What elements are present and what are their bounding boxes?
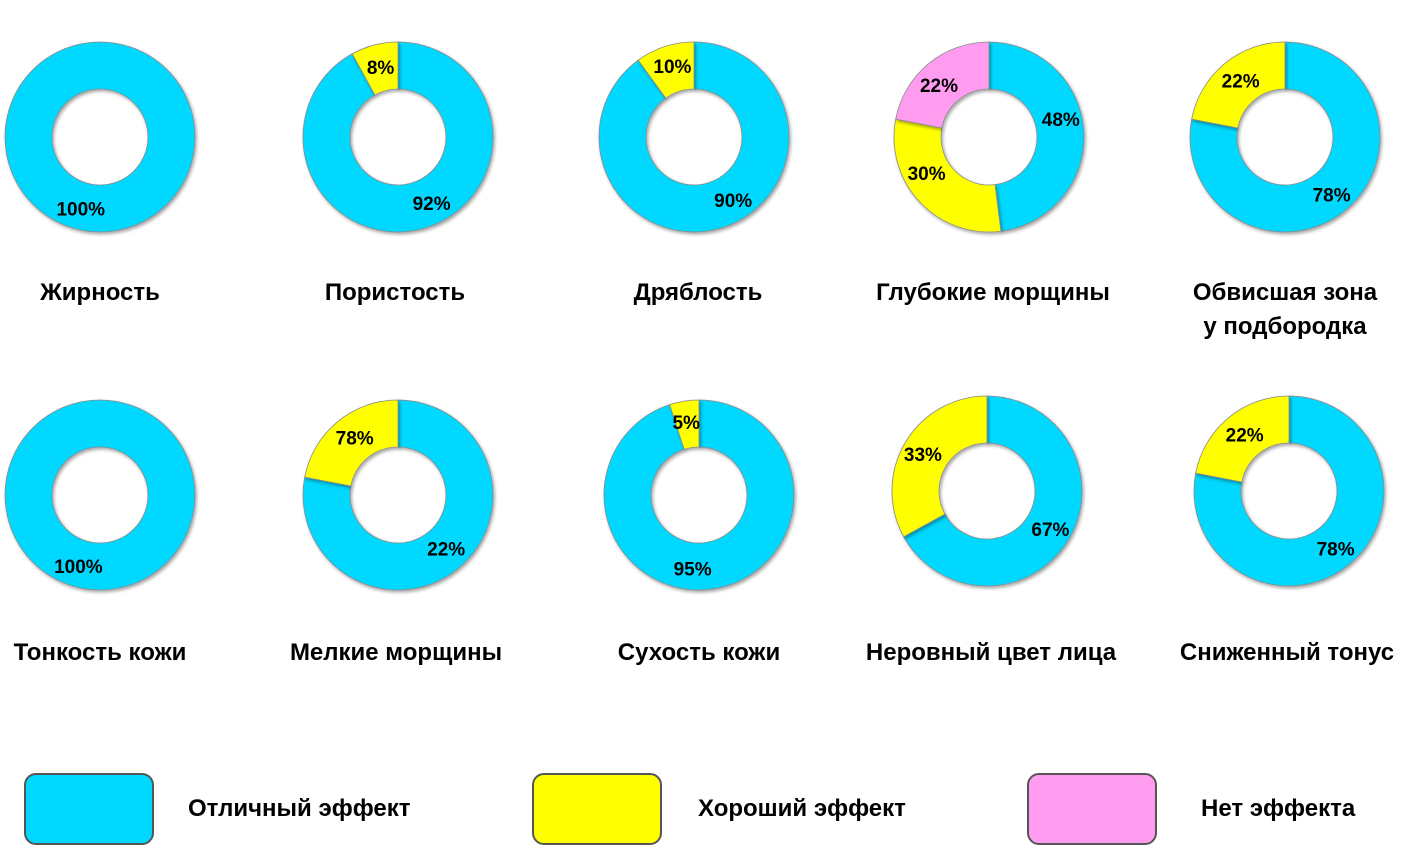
legend-swatch-good xyxy=(532,773,662,845)
donut-data-label: 95% xyxy=(674,560,712,581)
donut-slice-excellent xyxy=(302,399,494,591)
chart-title-obvisshaya-zona: Обвисшая зона у подбородка xyxy=(1145,276,1404,344)
chart-title-melkie-morshchiny: Мелкие морщины xyxy=(289,639,503,666)
chart-title-tonkost-kozhi: Тонкость кожи xyxy=(13,639,187,666)
chart-title-snizhennyi-tonus: Сниженный тонус xyxy=(1179,639,1395,666)
chart-title-zhirnost: Жирность xyxy=(40,279,160,306)
donut-slice-good xyxy=(351,41,399,96)
donut-slice-good xyxy=(637,41,695,99)
donut-chart-7: 22% 78% xyxy=(302,399,494,591)
chart-title-obvisshaya-zona-line-1: Обвисшая зона xyxy=(1192,279,1378,306)
donut-slice-excellent xyxy=(603,399,795,591)
donut-chart-8: 95% 5% xyxy=(603,399,795,591)
donut-slice-good xyxy=(1191,41,1286,129)
donut-slice-good xyxy=(1195,395,1290,483)
chart-title-nerovnyi-tsvet-litsa: Неровный цвет лица xyxy=(865,639,1117,666)
donut-data-label: 90% xyxy=(714,191,752,212)
donut-slice-good xyxy=(893,118,1002,233)
donut-slice-good xyxy=(891,395,988,538)
donut-chart-10: 78% 22% xyxy=(1193,395,1385,587)
chart-title-dryablost: Дряблость xyxy=(633,279,763,306)
chart-title-poristost: Пористость xyxy=(324,279,466,306)
donut-data-label: 30% xyxy=(908,164,946,185)
donut-slice-excellent xyxy=(1193,395,1385,587)
donut-slice-excellent xyxy=(988,41,1085,232)
chart-title-obvisshaya-zona-line-2: у подбородка xyxy=(1203,313,1367,340)
donut-slice-none xyxy=(895,41,990,129)
chart-title-glubokie-morshchiny: Глубокие морщины xyxy=(876,279,1110,306)
donut-data-label: 100% xyxy=(56,200,105,221)
legend-label-good: Хороший эффект xyxy=(698,795,906,822)
donut-data-label: 92% xyxy=(413,194,451,215)
donut-data-label: 33% xyxy=(904,445,942,466)
legend-label-excellent: Отличный эффект xyxy=(188,795,411,822)
donut-data-label: 22% xyxy=(427,540,465,561)
donut-data-label: 67% xyxy=(1031,520,1069,541)
donut-chart-4: 48% 30% 22% xyxy=(893,41,1085,233)
donut-chart-3: 90% 10% xyxy=(598,41,790,233)
donut-chart-5: 78% 22% xyxy=(1189,41,1381,233)
donut-slice-excellent xyxy=(598,41,790,233)
donut-chart-6: 100% xyxy=(4,399,196,591)
donut-slice-excellent xyxy=(4,399,196,591)
donut-data-label: 22% xyxy=(1226,425,1264,446)
chart-title-sukhost-kozhi: Сухость кожи xyxy=(617,639,781,666)
donut-data-label: 78% xyxy=(1317,540,1355,561)
donut-data-label: 10% xyxy=(653,57,691,78)
donut-data-label: 8% xyxy=(367,58,395,79)
donut-slice-excellent xyxy=(302,41,494,233)
legend-swatch-none xyxy=(1027,773,1157,845)
donut-data-label: 78% xyxy=(336,429,374,450)
donut-chart-2: 92% 8% xyxy=(302,41,494,233)
donut-chart-1: 100% xyxy=(4,41,196,233)
donut-data-label: 22% xyxy=(920,76,958,97)
donut-data-label: 48% xyxy=(1042,110,1080,131)
donut-slice-good xyxy=(669,399,700,450)
donut-data-label: 22% xyxy=(1222,71,1260,92)
donut-chart-9: 67% 33% xyxy=(891,395,1083,587)
donut-slice-excellent xyxy=(903,395,1083,587)
donut-slice-excellent xyxy=(1189,41,1381,233)
donut-slice-good xyxy=(304,399,399,487)
donut-slice-excellent xyxy=(4,41,196,233)
legend-swatch-excellent xyxy=(24,773,154,845)
donut-data-label: 78% xyxy=(1313,186,1351,207)
legend-label-none: Нет эффекта xyxy=(1201,795,1356,822)
donut-data-label: 100% xyxy=(54,557,103,578)
donut-data-label: 5% xyxy=(672,413,700,434)
